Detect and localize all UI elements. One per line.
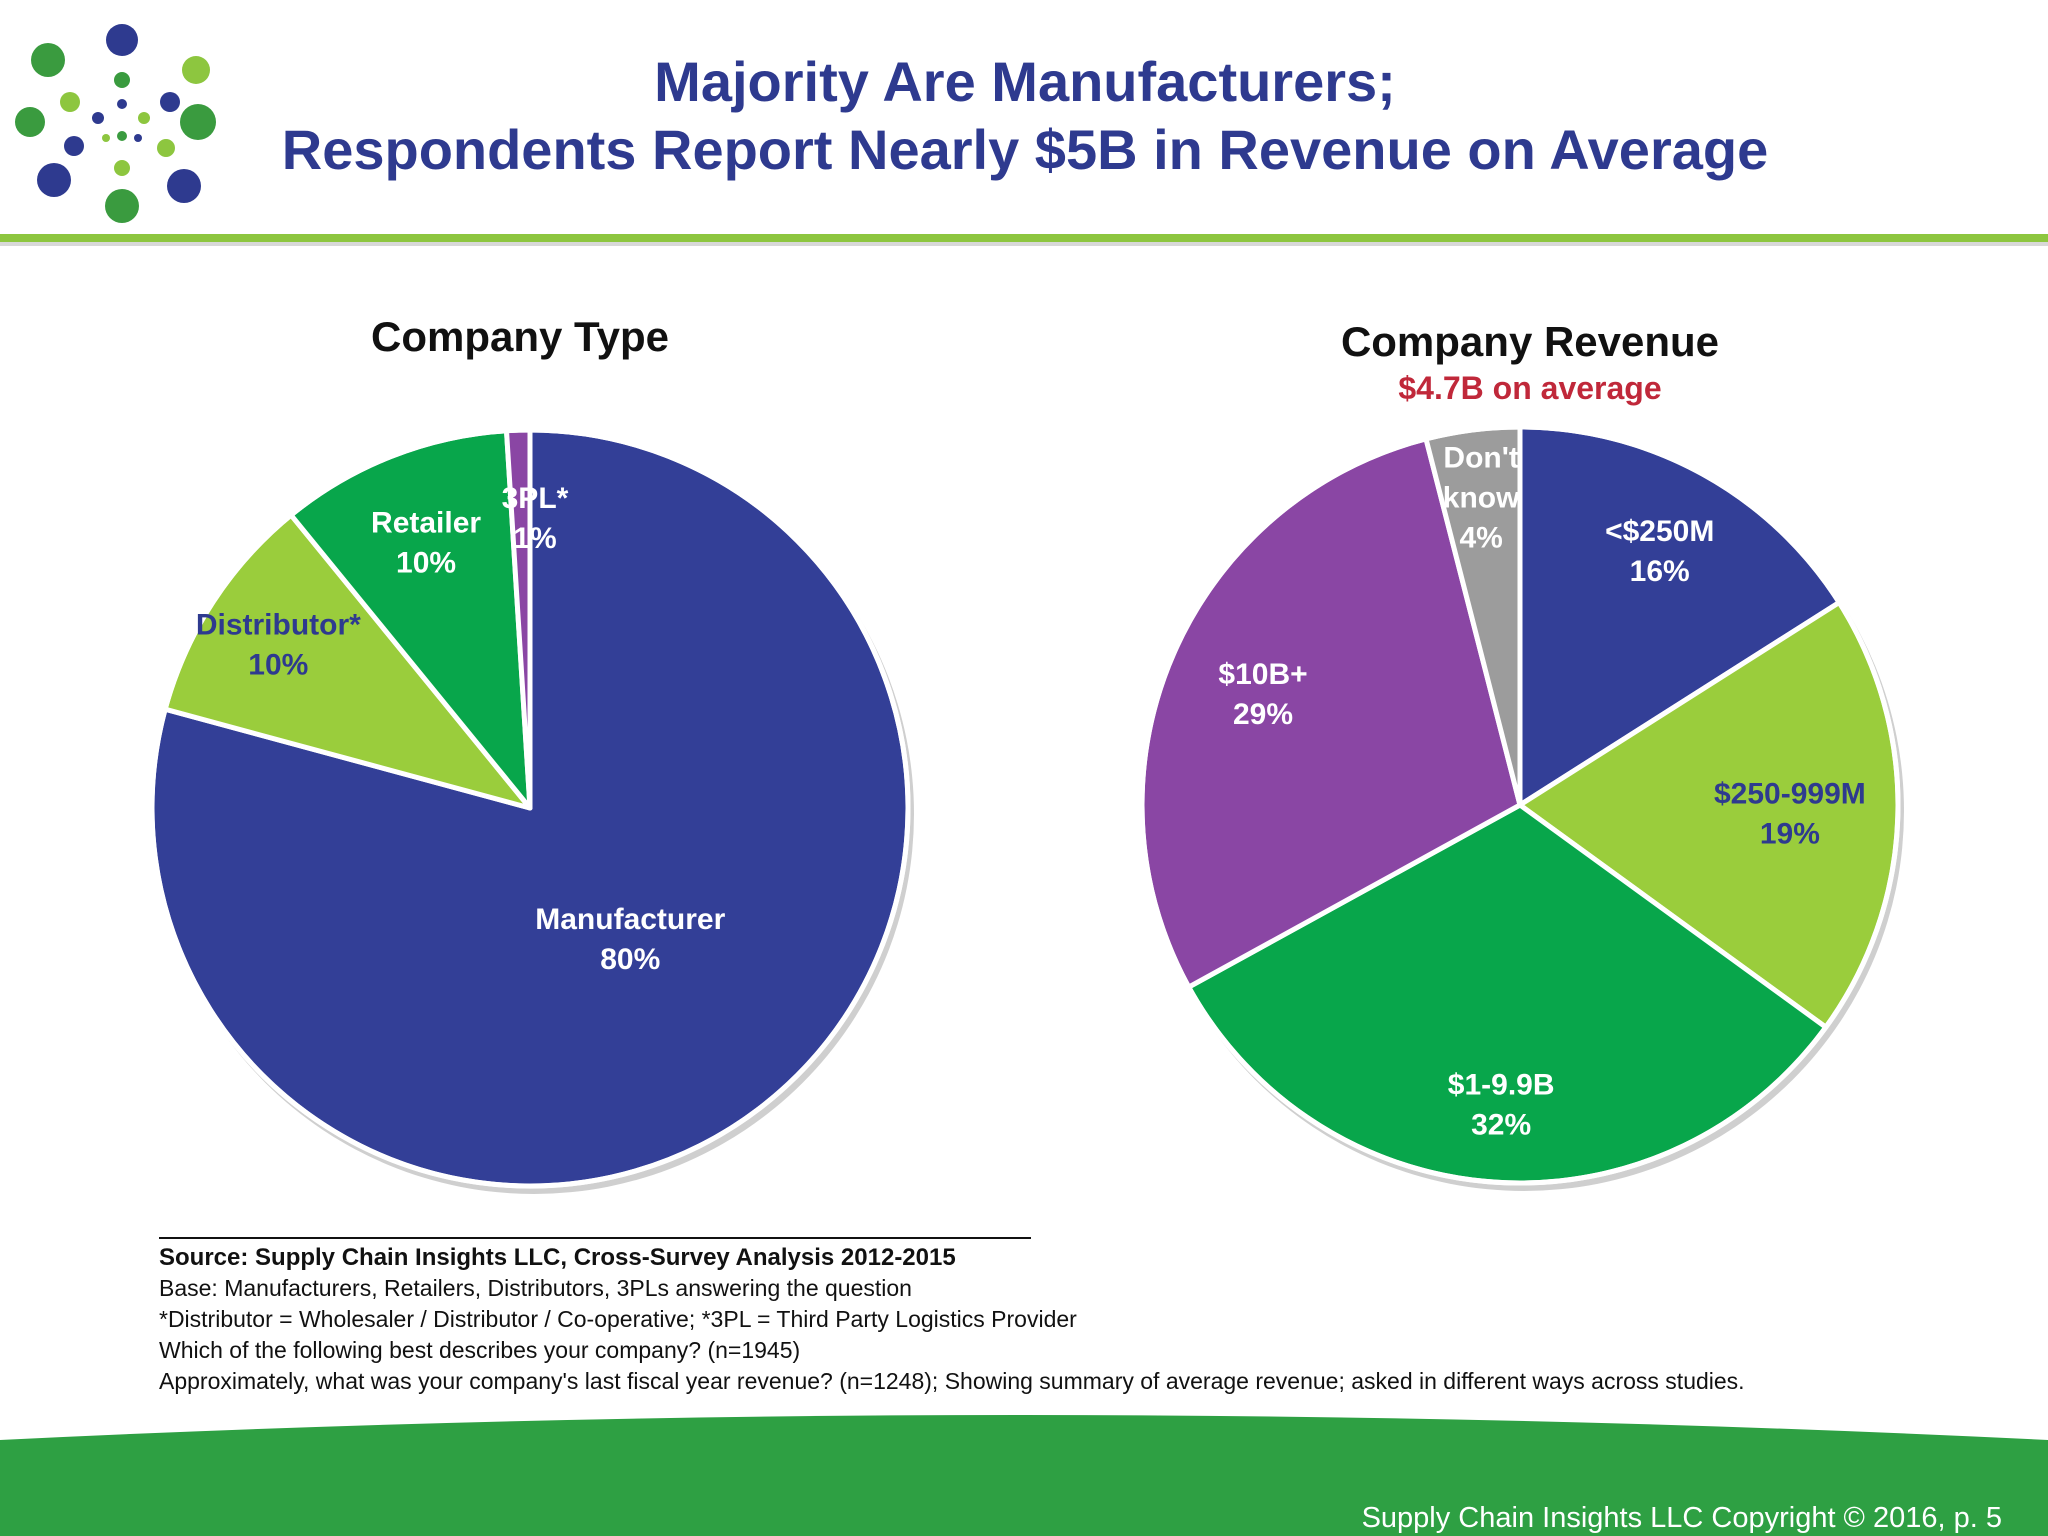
header-divider: [0, 234, 2048, 242]
pie-border: [1139, 424, 1901, 1186]
data-label-1-9-9b: $1-9.9B 32%: [1448, 1068, 1555, 1141]
definition-line: *Distributor = Wholesaler / Distributor …: [159, 1306, 1077, 1332]
chart-title-company-type: Company Type: [371, 313, 669, 360]
footer-band: [0, 1415, 2048, 1536]
header-divider-shadow: [0, 242, 2048, 246]
source-notes: Source: Supply Chain Insights LLC, Cross…: [159, 1237, 1939, 1397]
page-title: Majority Are Manufacturers; Respondents …: [200, 48, 1850, 184]
company-type-pie-chart: Manufacturer 80% Distributor* 10%Retailer 10…: [149, 427, 914, 1194]
title-line-2: Respondents Report Nearly $5B in Revenue…: [281, 118, 1769, 181]
company-logo: [15, 24, 216, 223]
chart-title-company-revenue: Company Revenue: [1340, 318, 1720, 365]
data-label-10b: $10B+ 29%: [1218, 658, 1307, 731]
source-line: Source: Supply Chain Insights LLC, Cross…: [159, 1244, 956, 1271]
question-revenue-line: Approximately, what was your company's l…: [159, 1368, 1745, 1394]
company-revenue-pie-chart: <$250M 16% $250-999M 19% $1-9.9B 32% $10B+ 29% D…: [1139, 424, 1904, 1191]
title-line-1: Majority Are Manufacturers;: [654, 50, 1396, 113]
pie-border: [149, 427, 911, 1189]
chart-subtitle-average-revenue: $4.7B on average: [1398, 370, 1662, 406]
source-divider: [159, 1237, 1031, 1239]
copyright-text: Supply Chain Insights LLC Copyright © 20…: [1361, 1502, 2002, 1534]
data-label-don-t-know: Don't know 4%: [1443, 441, 1520, 554]
data-label-manufacturer: Manufacturer 80%: [535, 903, 725, 976]
data-label-3pl: 3PL* 1%: [502, 482, 569, 555]
question-type-line: Which of the following best describes yo…: [159, 1337, 801, 1363]
data-label-retailer: Retailer 10%: [371, 507, 481, 580]
data-label-distributor: Distributor* 10%: [196, 609, 361, 682]
base-line: Base: Manufacturers, Retailers, Distribu…: [159, 1275, 912, 1301]
data-label-250m: <$250M 16%: [1605, 515, 1714, 588]
data-label-250-999m: $250-999M 19%: [1714, 777, 1866, 850]
